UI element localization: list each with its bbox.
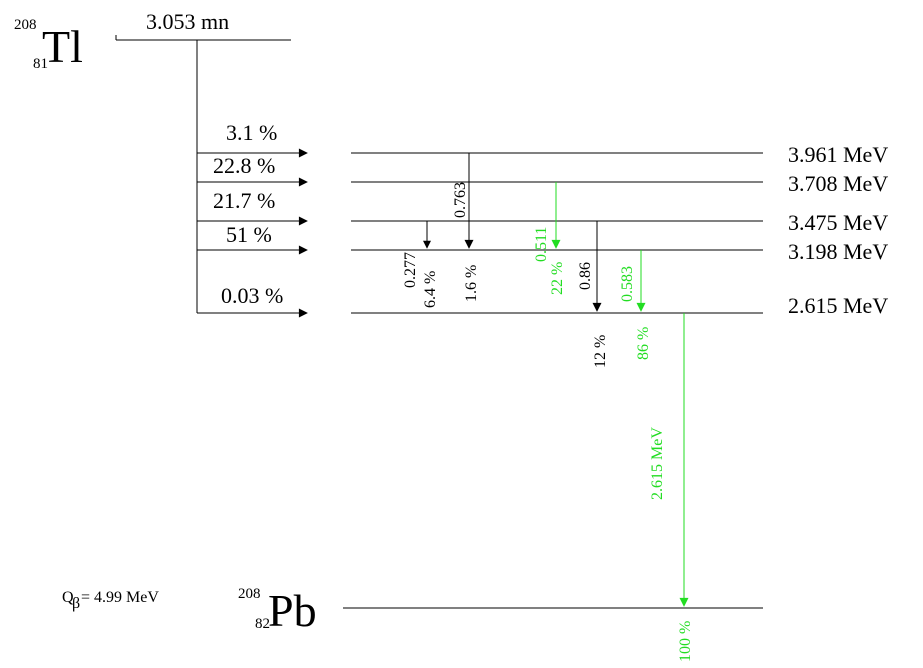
daughter-symbol: Pb (268, 585, 317, 636)
gamma-energy-2615: 2.615 MeV (649, 427, 666, 500)
q-value-label: Q β = 4.99 MeV (62, 589, 159, 612)
parent-atomic-number: 81 (33, 56, 48, 72)
beta-branch-label: 22.8 % (213, 153, 275, 178)
gamma-intensity-0511: 22 % (549, 262, 566, 295)
q-symbol: Q (62, 589, 74, 606)
gamma-intensity-0277: 6.4 % (422, 271, 439, 308)
gamma-intensity-086: 12 % (592, 335, 609, 368)
beta-branch-label: 0.03 % (221, 283, 283, 308)
beta-branch-label: 21.7 % (213, 188, 275, 213)
parent-mass-number: 208 (14, 17, 37, 33)
level-energy-label: 2.615 MeV (788, 293, 888, 318)
q-value-text: = 4.99 MeV (81, 589, 159, 606)
beta-branch-label: 3.1 % (226, 120, 277, 145)
gamma-energy-086: 0.86 (577, 262, 594, 290)
level-energy-label: 3.198 MeV (788, 239, 888, 264)
gamma-energy-0511: 0.511 (533, 227, 550, 262)
gamma-energy-0277: 0.277 (402, 252, 419, 288)
level-energy-label: 3.708 MeV (788, 171, 888, 196)
gamma-energy-0583: 0.583 (619, 266, 636, 302)
q-subscript: β (72, 595, 80, 612)
gamma-intensity-2615: 100 % (677, 621, 694, 662)
parent-half-life: 3.053 mn (146, 9, 229, 34)
level-energy-label: 3.475 MeV (788, 210, 888, 235)
gamma-intensity-0583: 86 % (635, 327, 652, 360)
parent-nucleus-label: 208 81 Tl (14, 17, 83, 72)
daughter-mass-number: 208 (238, 586, 261, 602)
level-energy-label: 3.961 MeV (788, 142, 888, 167)
beta-branch-label: 51 % (226, 222, 272, 247)
parent-symbol: Tl (42, 21, 83, 72)
gamma-intensity-0763: 1.6 % (463, 265, 480, 302)
daughter-atomic-number: 82 (255, 616, 270, 632)
gamma-energy-0763: 0.763 (452, 182, 469, 218)
daughter-nucleus-label: 208 82 Pb (238, 585, 317, 636)
